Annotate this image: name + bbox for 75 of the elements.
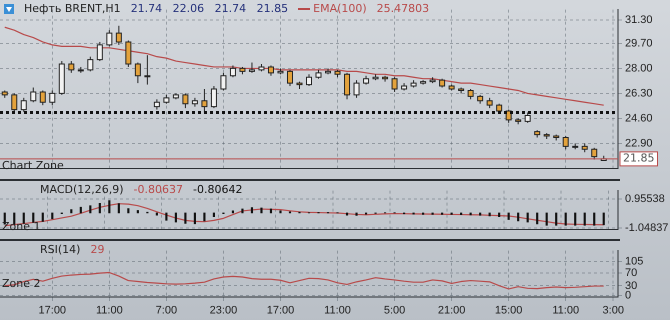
x-tick-label: 7:00 bbox=[156, 304, 178, 317]
bar bbox=[108, 200, 110, 214]
chart-title: Нефть BRENT,H1 bbox=[24, 2, 121, 15]
chart-title: MACD(12,26,9) bbox=[40, 183, 124, 196]
x-tick-label: 17:00 bbox=[38, 304, 66, 317]
bar bbox=[584, 212, 586, 226]
y-tick-label: 30 bbox=[625, 280, 638, 292]
bar bbox=[212, 212, 216, 217]
bar bbox=[460, 212, 462, 216]
x-tick-label: 11:00 bbox=[552, 304, 580, 317]
bar bbox=[156, 212, 158, 216]
bar bbox=[80, 206, 82, 214]
bar bbox=[555, 212, 558, 226]
y-tick-label: 70 bbox=[625, 266, 638, 279]
y-tick-label: 31.30 bbox=[625, 14, 653, 26]
x-tick-label: 17:00 bbox=[266, 304, 294, 317]
y-tick-label: 0.95538 bbox=[625, 193, 665, 206]
x-tick-label: 11:00 bbox=[96, 304, 123, 317]
bar bbox=[498, 212, 500, 217]
bar bbox=[270, 208, 272, 214]
annotation: 25.47803 bbox=[376, 2, 430, 15]
x-tick-label: 11:00 bbox=[324, 304, 351, 317]
annotation: 29 bbox=[90, 243, 104, 256]
bar bbox=[70, 209, 72, 214]
chart-title: RSI(14) bbox=[40, 243, 80, 256]
ref-line-label: 21.85 bbox=[623, 152, 654, 165]
bar bbox=[51, 212, 54, 220]
y-tick-label: 26.30 bbox=[625, 87, 653, 100]
bar bbox=[136, 210, 139, 214]
bar bbox=[602, 212, 605, 226]
x-tick-label: 3:00 bbox=[602, 304, 624, 317]
bar bbox=[42, 212, 44, 222]
y-tick-label: 0 bbox=[625, 289, 632, 302]
bar bbox=[479, 212, 482, 216]
bar bbox=[574, 212, 576, 226]
bar bbox=[194, 212, 196, 224]
bar bbox=[184, 212, 186, 224]
bar bbox=[232, 210, 234, 214]
bar bbox=[260, 208, 263, 214]
bar bbox=[165, 212, 168, 221]
y-tick-label: -1.04837 bbox=[625, 222, 668, 234]
bar bbox=[488, 212, 491, 216]
bar bbox=[517, 212, 520, 222]
bar bbox=[174, 212, 177, 222]
y-tick-label: 105 bbox=[625, 256, 644, 268]
x-tick-label: 23:00 bbox=[210, 304, 238, 317]
bar bbox=[279, 210, 282, 214]
annotation: -0.80642 bbox=[193, 183, 242, 196]
legend-label: EMA(100) bbox=[313, 2, 367, 15]
y-tick-label: 22.90 bbox=[625, 137, 653, 150]
bar bbox=[98, 203, 101, 214]
y-tick-label: 24.60 bbox=[625, 112, 653, 124]
bar bbox=[203, 212, 206, 222]
bar bbox=[470, 212, 472, 216]
bar bbox=[250, 207, 254, 214]
bar bbox=[546, 212, 548, 226]
bar bbox=[127, 208, 130, 214]
bar bbox=[346, 212, 348, 216]
bar bbox=[118, 203, 120, 214]
y-tick-label: 28.00 bbox=[625, 62, 653, 74]
bar bbox=[564, 212, 567, 226]
bar bbox=[241, 208, 244, 214]
x-tick-label: 5:00 bbox=[384, 304, 406, 317]
y-tick-label: 29.70 bbox=[625, 37, 653, 50]
annotation: -0.80637 bbox=[134, 183, 184, 196]
x-tick-label: 15:00 bbox=[494, 304, 522, 317]
bar bbox=[526, 212, 529, 222]
bar bbox=[32, 212, 34, 223]
bar bbox=[536, 212, 538, 224]
bar bbox=[89, 205, 92, 214]
chart-subtitle: 21.74 22.06 21.74 21.85 bbox=[130, 2, 288, 15]
x-tick-label: 21:00 bbox=[438, 304, 466, 317]
bar bbox=[355, 212, 358, 216]
bar bbox=[508, 212, 510, 220]
bar bbox=[593, 212, 596, 226]
